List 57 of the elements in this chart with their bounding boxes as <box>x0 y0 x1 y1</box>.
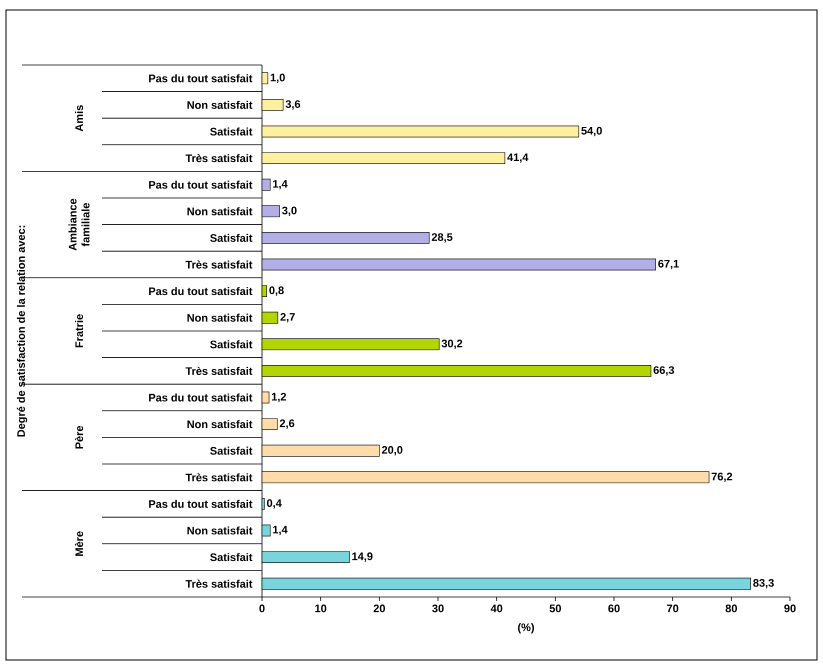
y-tick-label: Non satisfait <box>187 314 252 322</box>
x-tick-label: 90 <box>784 604 796 612</box>
y-tick-label: Pas du tout satisfait <box>149 74 252 82</box>
data-label: 3,6 <box>286 100 300 110</box>
x-tick-label: 40 <box>490 604 502 612</box>
x-tick-label: 20 <box>374 604 385 612</box>
data-label: 1,4 <box>273 526 288 536</box>
y-tick-label: Non satisfait <box>187 526 252 535</box>
y-tick-label: Satisfait <box>210 553 252 562</box>
y-tick-label: Pas du tout satisfait <box>149 287 252 296</box>
data-label: 41,4 <box>507 153 528 163</box>
data-label: 3,0 <box>282 206 297 216</box>
text: Degré de satisfaction de la relation avec: <box>16 226 28 437</box>
data-label: 20,0 <box>382 446 402 456</box>
data-label: 28,5 <box>432 233 452 243</box>
data-label: 14,9 <box>352 552 373 562</box>
y-tick-label: Non satisfait <box>187 420 252 428</box>
data-label: 2,6 <box>280 419 294 429</box>
x-tick-label: 80 <box>726 604 737 612</box>
data-label: 1,4 <box>273 180 288 190</box>
y-tick-label: Très satisfait <box>186 580 252 588</box>
y-tick-label: Satisfait <box>210 234 252 242</box>
x-tick-label: 30 <box>432 604 444 612</box>
y-tick-label: Satisfait <box>210 446 252 455</box>
y-tick-label: Pas du tout satisfait <box>149 393 252 402</box>
data-label: 54,0 <box>581 126 602 136</box>
y-tick-label: Non satisfait <box>187 207 252 216</box>
data-label: 66,3 <box>654 366 674 376</box>
text: Amis <box>74 105 84 132</box>
x-axis-title: (%) <box>518 623 534 634</box>
data-label: 1,0 <box>270 74 285 83</box>
data-label: 0,8 <box>269 286 284 296</box>
data-label: 76,2 <box>712 472 732 482</box>
y-tick-label: Très satisfait <box>186 260 252 269</box>
x-tick-label: 60 <box>608 604 620 612</box>
text: Ambiance familiale <box>68 198 90 251</box>
y-tick-label: Pas du tout satisfait <box>149 180 252 189</box>
x-tick-label: 0 <box>259 604 265 612</box>
x-tick-label: 10 <box>315 604 326 612</box>
y-tick-label: Très satisfait <box>186 473 252 482</box>
y-tick-label: Satisfait <box>210 340 252 348</box>
x-tick-label: 70 <box>667 604 678 612</box>
text: Père <box>74 426 84 449</box>
y-tick-label: Très satisfait <box>186 366 252 375</box>
text: Mère <box>74 531 84 556</box>
text: Fratrie <box>74 314 84 348</box>
y-tick-label: Satisfait <box>210 127 252 136</box>
y-tick-label: Non satisfait <box>187 100 252 109</box>
data-label: 83,3 <box>753 579 774 588</box>
x-tick-label: 50 <box>550 604 561 612</box>
y-tick-label: Pas du tout satisfait <box>149 500 252 508</box>
data-label: 30,2 <box>442 340 462 349</box>
data-label: 2,7 <box>280 313 295 322</box>
data-label: 0,4 <box>266 499 282 509</box>
data-label: 67,1 <box>658 260 679 270</box>
data-label: 1,2 <box>272 392 286 402</box>
y-tick-label: Très satisfait <box>186 154 252 162</box>
